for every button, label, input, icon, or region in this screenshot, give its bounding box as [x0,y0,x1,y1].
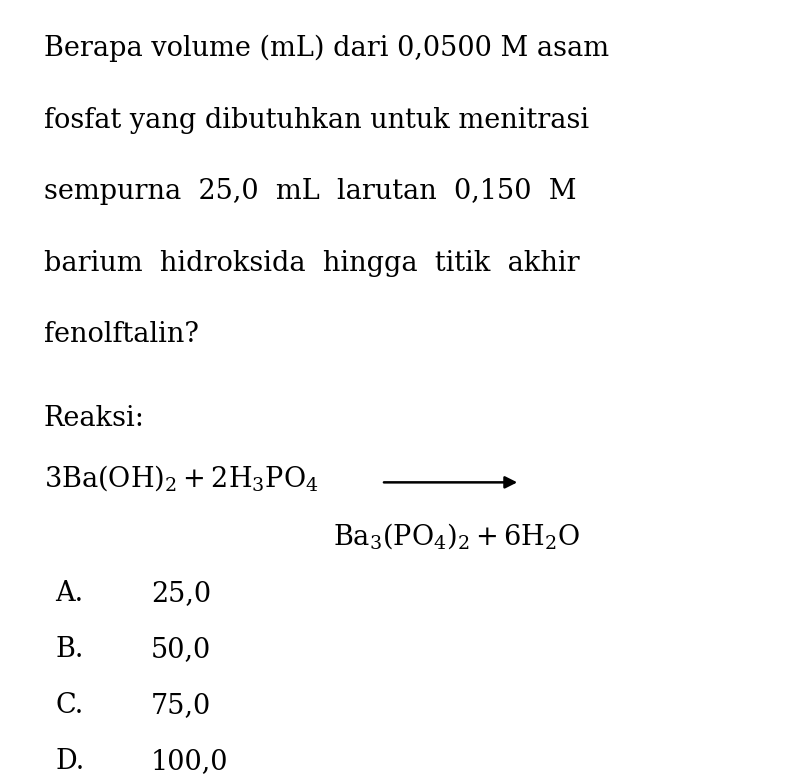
Text: $\mathregular{3Ba(OH)_2 + 2H_3PO_4}$: $\mathregular{3Ba(OH)_2 + 2H_3PO_4}$ [44,463,318,493]
Text: D.: D. [56,748,85,775]
Text: barium  hidroksida  hingga  titik  akhir: barium hidroksida hingga titik akhir [44,250,580,277]
Text: $\mathregular{Ba_3(PO_4)_2 + 6H_2O}$: $\mathregular{Ba_3(PO_4)_2 + 6H_2O}$ [333,521,580,552]
Text: C.: C. [56,692,84,719]
Text: fenolftalin?: fenolftalin? [44,321,198,349]
Text: Reaksi:: Reaksi: [44,405,145,432]
Text: sempurna  25,0  mL  larutan  0,150  M: sempurna 25,0 mL larutan 0,150 M [44,178,576,205]
Text: 75,0: 75,0 [151,692,211,719]
Text: B.: B. [56,636,84,663]
Text: Berapa volume (mL) dari 0,0500 M asam: Berapa volume (mL) dari 0,0500 M asam [44,35,609,62]
Text: 50,0: 50,0 [151,636,211,663]
Text: A.: A. [56,580,83,607]
Text: 100,0: 100,0 [151,748,229,775]
Text: fosfat yang dibutuhkan untuk menitrasi: fosfat yang dibutuhkan untuk menitrasi [44,107,589,134]
Text: 25,0: 25,0 [151,580,211,607]
